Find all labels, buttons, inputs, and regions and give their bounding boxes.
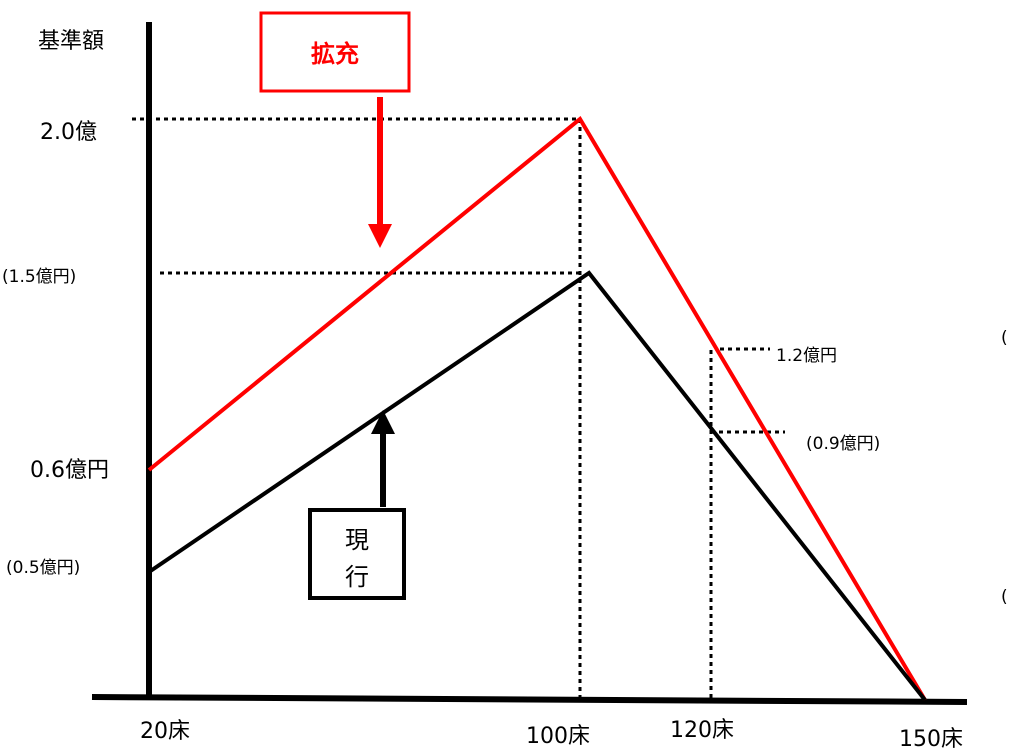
y-tick-0-5: (0.5億円) (6, 558, 80, 578)
series-line-expanded (147, 115, 927, 702)
x-tick-150: 150床 (899, 727, 963, 752)
edge-glyph-1: ( (1001, 328, 1008, 348)
y-tick-1-5: (1.5億円) (2, 267, 76, 287)
x-tick-100: 100床 (526, 724, 590, 749)
y-tick-0-6: 0.6億円 (30, 458, 109, 483)
x-tick-120: 120床 (670, 718, 734, 743)
callout-current-char1: 現 (345, 526, 369, 554)
series-line-current (147, 270, 927, 702)
annotation-1-2: 1.2億円 (776, 346, 837, 366)
callout-current-char2: 行 (345, 563, 369, 591)
edge-glyph-2: ( (1001, 587, 1008, 607)
x-tick-20: 20床 (140, 719, 190, 744)
guide-lines (132, 117, 785, 699)
y-axis-label: 基準額 (38, 29, 104, 54)
x-axis (91, 694, 968, 705)
callout-box-expanded (259, 11, 411, 93)
annotation-0-9: (0.9億円) (806, 434, 880, 454)
callout-box-current (308, 508, 406, 600)
y-tick-2-0: 2.0億 (40, 120, 97, 145)
callout-expanded-label: 拡充 (311, 40, 359, 68)
